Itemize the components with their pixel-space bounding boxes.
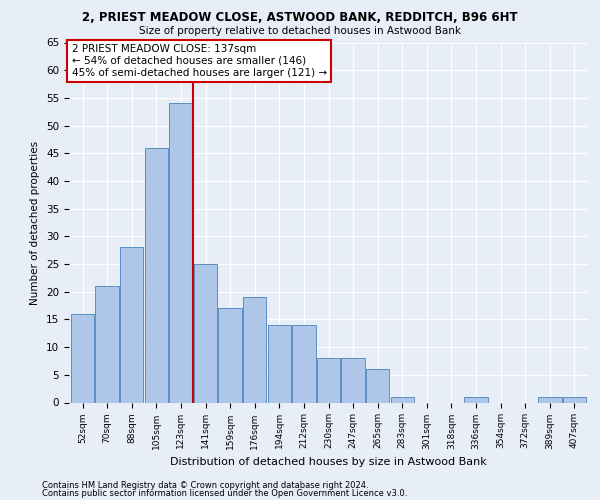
Bar [169, 104, 193, 403]
Text: 2 PRIEST MEADOW CLOSE: 137sqm
← 54% of detached houses are smaller (146)
45% of : 2 PRIEST MEADOW CLOSE: 137sqm ← 54% of d… [71, 44, 327, 78]
Text: 2, PRIEST MEADOW CLOSE, ASTWOOD BANK, REDDITCH, B96 6HT: 2, PRIEST MEADOW CLOSE, ASTWOOD BANK, RE… [82, 11, 518, 24]
Bar [391, 397, 414, 402]
Y-axis label: Number of detached properties: Number of detached properties [31, 140, 40, 304]
Bar [317, 358, 340, 403]
Bar [341, 358, 365, 403]
Bar [218, 308, 242, 402]
Bar [366, 370, 389, 402]
Text: Contains HM Land Registry data © Crown copyright and database right 2024.: Contains HM Land Registry data © Crown c… [42, 481, 368, 490]
Text: Contains public sector information licensed under the Open Government Licence v3: Contains public sector information licen… [42, 490, 407, 498]
Bar [538, 397, 562, 402]
Bar [268, 325, 291, 402]
Bar [120, 248, 143, 402]
Bar [71, 314, 94, 402]
X-axis label: Distribution of detached houses by size in Astwood Bank: Distribution of detached houses by size … [170, 457, 487, 467]
Bar [464, 397, 488, 402]
Bar [95, 286, 119, 403]
Bar [292, 325, 316, 402]
Bar [145, 148, 168, 402]
Bar [243, 298, 266, 403]
Text: Size of property relative to detached houses in Astwood Bank: Size of property relative to detached ho… [139, 26, 461, 36]
Bar [563, 397, 586, 402]
Bar [194, 264, 217, 402]
